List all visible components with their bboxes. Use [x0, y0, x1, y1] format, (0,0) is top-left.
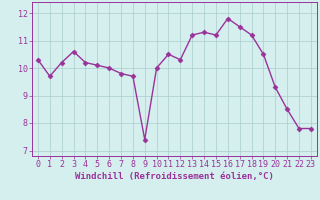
X-axis label: Windchill (Refroidissement éolien,°C): Windchill (Refroidissement éolien,°C): [75, 172, 274, 181]
